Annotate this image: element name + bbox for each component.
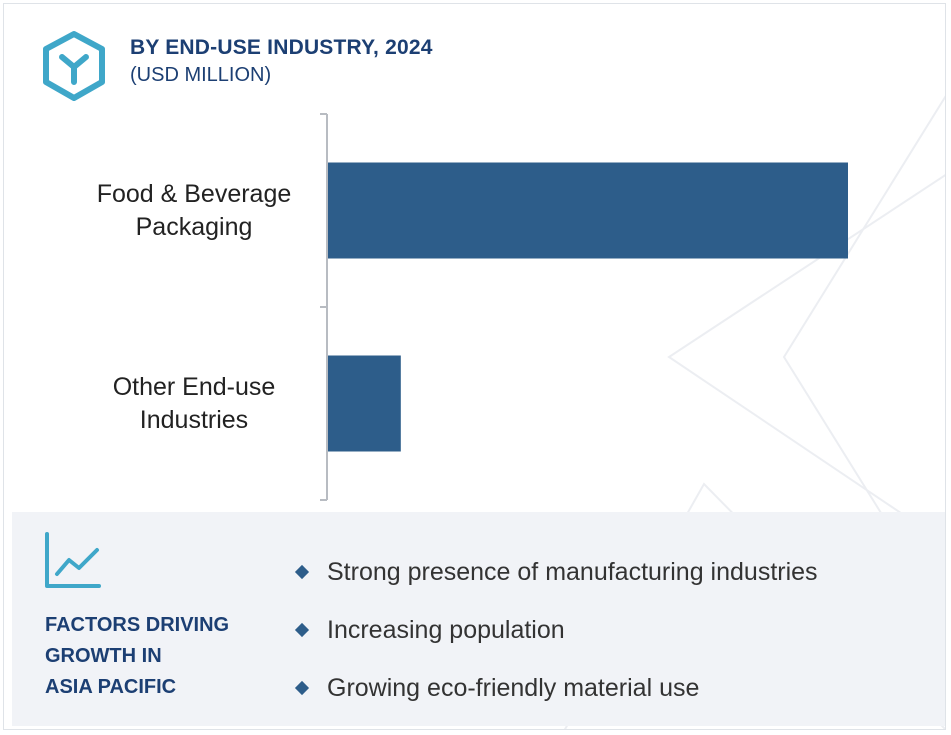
category-label-line: Packaging (136, 213, 253, 241)
category-label: Food & Beverage Packaging (97, 180, 292, 241)
category-label-line: Industries (140, 406, 248, 434)
diamond-bullet-icon (294, 680, 310, 696)
factors-heading-line: FACTORS DRIVING (45, 614, 230, 636)
chart-title: BY END-USE INDUSTRY, 2024 (130, 36, 433, 59)
factors-heading-line: GROWTH IN (45, 645, 162, 667)
bar (328, 162, 848, 259)
category-label-line: Food & Beverage (97, 180, 292, 208)
factors-heading: FACTORS DRIVING GROWTH IN ASIA PACIFIC (45, 610, 275, 703)
chart-card: BY END-USE INDUSTRY, 2024 (USD MILLION) … (3, 3, 946, 730)
factor-text: Strong presence of manufacturing industr… (327, 557, 818, 586)
line-chart-icon (45, 532, 101, 588)
category-label: Other End-use Industries (113, 373, 276, 434)
chart-subtitle: (USD MILLION) (130, 64, 272, 86)
bar (328, 355, 401, 452)
factors-panel: FACTORS DRIVING GROWTH IN ASIA PACIFIC S… (12, 512, 945, 726)
factors-heading-line: ASIA PACIFIC (45, 676, 177, 698)
factor-item: Strong presence of manufacturing industr… (293, 554, 818, 590)
category-label-line: Other End-use (113, 373, 276, 401)
factor-item: Increasing population (293, 612, 565, 648)
cube-y-icon (43, 31, 105, 101)
diamond-bullet-icon (294, 564, 310, 580)
bar-chart: Food & Beverage Packaging Other End-use Ind… (97, 113, 848, 501)
factor-text: Increasing population (327, 615, 565, 644)
factor-item: Growing eco-friendly material use (293, 670, 699, 706)
factor-text: Growing eco-friendly material use (327, 673, 700, 702)
diamond-bullet-icon (294, 622, 310, 638)
